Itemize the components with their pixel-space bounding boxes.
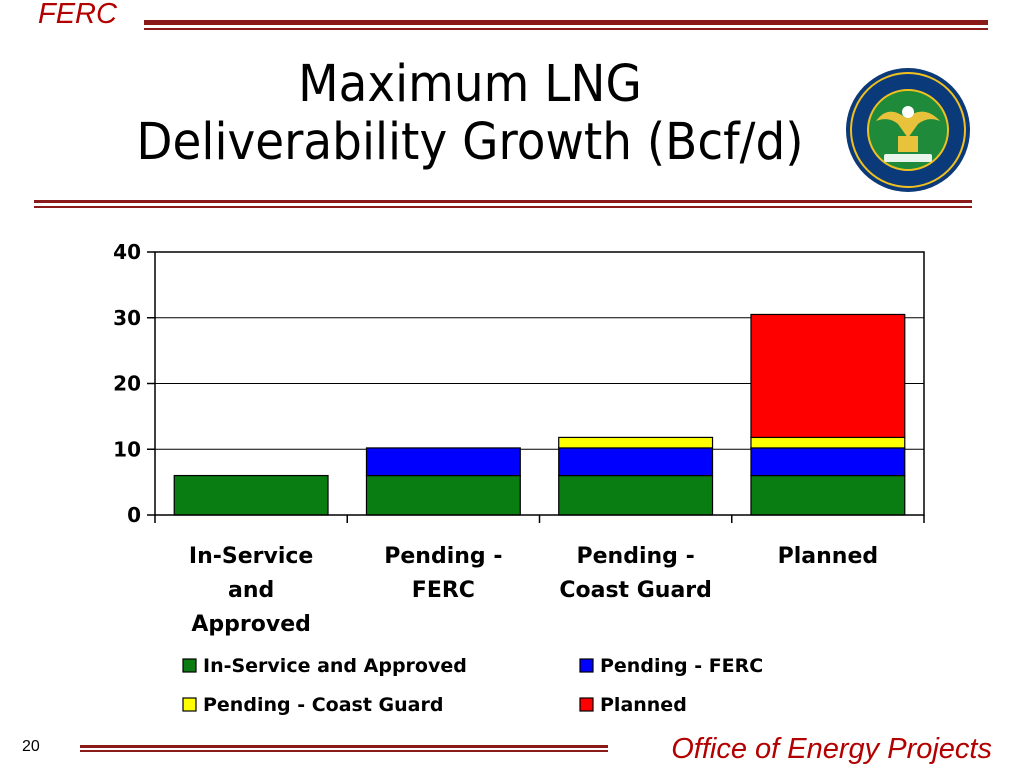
title-line-2: Deliverability Growth (Bcf/d): [136, 113, 804, 172]
x-category-label-line: In-Service: [189, 544, 313, 569]
legend-label: Pending - FERC: [600, 655, 763, 677]
legend-swatch: [182, 697, 197, 712]
bar-segment: [173, 474, 329, 516]
bar-segment: [365, 447, 521, 477]
office-label: Office of Energy Projects: [671, 733, 992, 765]
legend-swatch: [182, 658, 197, 673]
page-title: Maximum LNG Deliverability Growth (Bcf/d…: [93, 56, 847, 172]
legend-swatch: [579, 658, 594, 673]
x-category-label-line: FERC: [412, 578, 475, 603]
x-category-label: In-Service and Approved: [189, 544, 313, 637]
bar-segment: [750, 474, 906, 516]
legend-label: In-Service and Approved: [203, 655, 467, 677]
header-rule-bottom: [34, 200, 972, 203]
bar-segment: [750, 447, 906, 477]
bar-segment: [365, 474, 521, 516]
header-rule-top-thin: [144, 28, 988, 30]
bar-segment: [750, 313, 906, 439]
legend-label: Pending - Coast Guard: [203, 694, 443, 716]
x-category-label-line: Pending -: [384, 544, 502, 569]
x-category-label-line: and: [228, 578, 274, 603]
y-tick-label: 30: [113, 306, 141, 330]
legend-label: Planned: [600, 694, 687, 716]
brand-label: FERC: [38, 0, 117, 30]
x-category-label: Pending - FERC: [384, 544, 502, 603]
footer-rule: [80, 745, 608, 748]
header-rule-top: [144, 20, 988, 25]
y-tick-label: 20: [113, 372, 141, 396]
y-tick-label: 40: [113, 240, 141, 264]
bar-segment: [558, 436, 714, 449]
ferc-seal-logo: [846, 68, 970, 192]
y-tick-label: 0: [127, 503, 141, 527]
x-category-label: Pending - Coast Guard: [559, 544, 712, 603]
legend-swatch: [579, 697, 594, 712]
y-tick-label: 10: [113, 437, 141, 461]
seal-eagle-icon: [876, 111, 940, 138]
x-category-label-line: Pending -: [577, 544, 695, 569]
footer-rule-thin: [80, 750, 608, 752]
x-category-label-line: Approved: [191, 612, 311, 637]
header-rule-bottom-thin: [34, 206, 972, 208]
title-line-1: Maximum LNG: [298, 55, 642, 114]
bar-segment: [750, 436, 906, 449]
page-number: 20: [22, 738, 40, 755]
bar-segment: [558, 474, 714, 516]
x-category-label-line: Planned: [778, 544, 879, 569]
bar-segment: [558, 447, 714, 477]
x-category-label: Planned: [778, 544, 879, 569]
x-category-label-line: Coast Guard: [559, 578, 712, 603]
